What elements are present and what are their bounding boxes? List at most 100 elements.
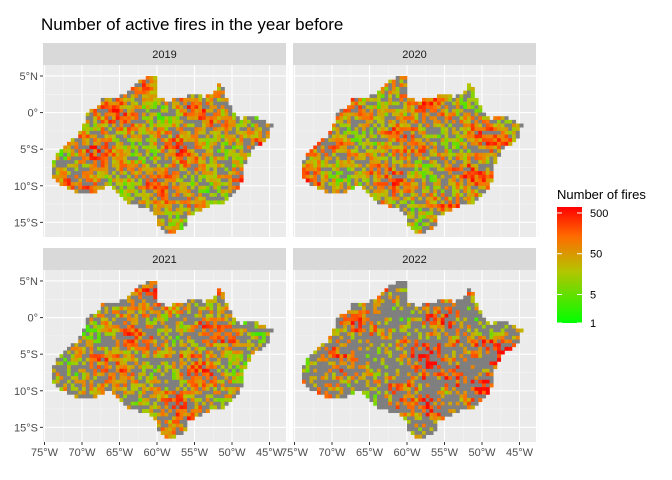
raster-cell (407, 174, 412, 179)
raster-cell (392, 196, 397, 201)
raster-cell (93, 152, 98, 157)
raster-cell (123, 116, 128, 121)
raster-cell (459, 178, 464, 183)
raster-cell (377, 321, 382, 326)
raster-cell (179, 324, 184, 329)
raster-cell (380, 368, 385, 373)
raster-cell (339, 123, 344, 128)
raster-cell (97, 163, 102, 168)
raster-cell (213, 160, 218, 165)
raster-cell (395, 156, 400, 161)
raster-cell (440, 193, 445, 198)
raster-cell (380, 394, 385, 399)
raster-cell (232, 394, 237, 399)
raster-cell (482, 163, 487, 168)
raster-cell (153, 368, 158, 373)
raster-cell (115, 332, 120, 337)
raster-cell (224, 163, 229, 168)
raster-cell (358, 112, 363, 117)
raster-cell (112, 178, 117, 183)
raster-cell (145, 350, 150, 355)
raster-cell (142, 332, 147, 337)
raster-cell (332, 350, 337, 355)
raster-cell (205, 138, 210, 143)
raster-cell (127, 317, 132, 322)
raster-cell (455, 94, 460, 99)
raster-cell (168, 372, 173, 377)
raster-cell (119, 156, 124, 161)
raster-cell (448, 156, 453, 161)
raster-cell (183, 365, 188, 370)
raster-cell (85, 332, 90, 337)
raster-cell (157, 401, 162, 406)
raster-cell (194, 398, 199, 403)
raster-cell (380, 390, 385, 395)
raster-cell (414, 185, 419, 190)
raster-cell (332, 372, 337, 377)
raster-cell (198, 398, 203, 403)
raster-cell (183, 317, 188, 322)
raster-cell (194, 390, 199, 395)
raster-cell (224, 193, 229, 198)
raster-cell (134, 346, 139, 351)
raster-cell (243, 361, 248, 366)
raster-cell (369, 108, 374, 113)
raster-cell (100, 372, 105, 377)
raster-cell (198, 178, 203, 183)
raster-cell (157, 416, 162, 421)
raster-cell (418, 101, 423, 106)
raster-cell (455, 178, 460, 183)
raster-cell (232, 321, 237, 326)
raster-cell (55, 163, 60, 168)
raster-cell (115, 160, 120, 165)
raster-cell (142, 350, 147, 355)
raster-cell (369, 321, 374, 326)
raster-cell (433, 215, 438, 219)
raster-cell (172, 409, 177, 414)
raster-cell (153, 130, 158, 135)
raster-cell (224, 171, 229, 176)
raster-cell (455, 130, 460, 135)
raster-cell (145, 302, 150, 307)
raster-cell (175, 317, 180, 322)
raster-cell (455, 171, 460, 176)
raster-cell (85, 350, 90, 355)
raster-cell (392, 174, 397, 179)
raster-cell (160, 174, 165, 179)
raster-cell (403, 90, 408, 95)
raster-cell (313, 182, 318, 187)
raster-cell (247, 335, 252, 340)
raster-cell (164, 416, 169, 421)
raster-cell (172, 416, 177, 421)
raster-cell (410, 134, 415, 139)
raster-cell (127, 127, 132, 132)
raster-cell (108, 335, 113, 340)
raster-cell (160, 204, 165, 209)
raster-cell (463, 167, 468, 172)
raster-cell (262, 335, 267, 340)
raster-cell (388, 127, 393, 132)
raster-cell (55, 365, 60, 370)
raster-cell (384, 291, 389, 296)
raster-cell (142, 134, 147, 139)
raster-cell (232, 354, 237, 359)
raster-cell (202, 354, 207, 359)
raster-cell (448, 97, 453, 102)
raster-cell (78, 361, 83, 366)
raster-cell (175, 306, 180, 311)
raster-cell (164, 196, 169, 201)
raster-cell (239, 134, 244, 139)
raster-cell (74, 372, 79, 377)
raster-cell (55, 361, 60, 366)
raster-cell (172, 372, 177, 377)
raster-cell (209, 178, 214, 183)
raster-cell (202, 324, 207, 329)
raster-cell (373, 97, 378, 102)
raster-cell (440, 174, 445, 179)
raster-cell (232, 134, 237, 139)
raster-cell (380, 405, 385, 410)
raster-cell (410, 215, 415, 219)
raster-cell (205, 324, 210, 329)
raster-cell (157, 141, 162, 146)
raster-cell (142, 163, 147, 168)
